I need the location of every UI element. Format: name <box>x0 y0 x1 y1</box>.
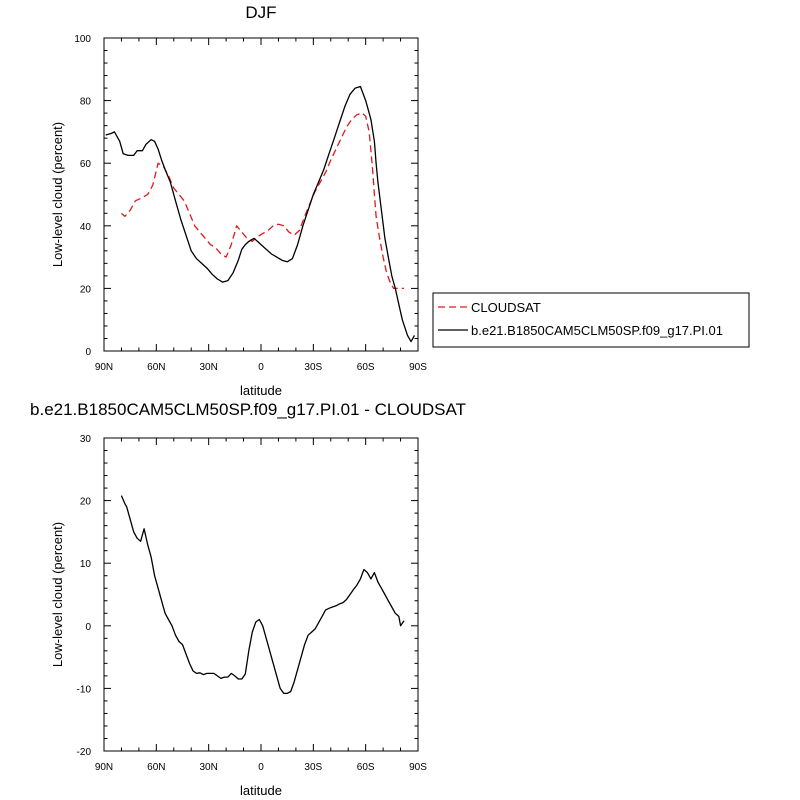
axes: 90N 60N 30N 0 30S 60S 90S 0 20 40 60 80 100 <box>74 34 427 373</box>
series-group <box>105 85 416 343</box>
y-tick-label: 20 <box>80 284 92 295</box>
y-tick-label: -20 <box>77 747 92 758</box>
series-line-cloudsat <box>120 112 404 290</box>
series-group <box>120 495 405 695</box>
x-tick-label: 30S <box>304 362 322 373</box>
y-axis-label: Low-level cloud (percent) <box>50 122 65 267</box>
x-axis-label: latitude <box>240 783 282 798</box>
legend-label-model: b.e21.B1850CAM5CLM50SP.f09_g17.PI.01 <box>471 323 723 338</box>
legend: CLOUDSAT b.e21.B1850CAM5CLM50SP.f09_g17.… <box>432 292 750 348</box>
plot-frame <box>103 37 419 352</box>
x-tick-label: 60N <box>147 762 165 773</box>
y-tick-label: 20 <box>80 497 92 508</box>
legend-box <box>432 292 750 348</box>
chart-title: b.e21.B1850CAM5CLM50SP.f09_g17.PI.01 - C… <box>30 400 466 419</box>
chart-panel-2: b.e21.B1850CAM5CLM50SP.f09_g17.PI.01 - C… <box>30 400 466 798</box>
axes: 90N 60N 30N 0 30S 60S 90S -20 -10 0 10 20 30 <box>77 434 428 773</box>
chart-panel-1: DJF 90N 60N 30N 0 30S 60S 90S 0 20 40 60 80 100 lati… <box>50 3 427 398</box>
y-tick-label: 100 <box>74 34 91 45</box>
y-tick-label: 0 <box>85 622 91 633</box>
y-tick-label: 40 <box>80 222 92 233</box>
x-tick-label: 60S <box>357 762 375 773</box>
y-tick-label: -10 <box>77 684 92 695</box>
x-tick-label: 60S <box>357 362 375 373</box>
x-tick-label: 30N <box>199 762 217 773</box>
y-tick-label: 60 <box>80 159 92 170</box>
x-tick-label: 90N <box>95 762 113 773</box>
x-tick-label: 90N <box>95 362 113 373</box>
x-tick-label: 90S <box>409 362 427 373</box>
y-tick-label: 10 <box>80 559 92 570</box>
x-tick-label: 30S <box>304 762 322 773</box>
x-tick-label: 90S <box>409 762 427 773</box>
series-line-model <box>105 85 416 343</box>
x-tick-label: 60N <box>147 362 165 373</box>
difference-line <box>120 495 405 695</box>
plot-frame <box>103 437 419 752</box>
legend-label-cloudsat: CLOUDSAT <box>471 300 541 315</box>
y-tick-label: 30 <box>80 434 92 445</box>
x-tick-label: 0 <box>258 362 264 373</box>
y-tick-label: 80 <box>80 97 92 108</box>
x-tick-label: 0 <box>258 762 264 773</box>
x-tick-label: 30N <box>199 362 217 373</box>
y-tick-label: 0 <box>85 347 91 358</box>
y-axis-label: Low-level cloud (percent) <box>50 522 65 667</box>
x-axis-label: latitude <box>240 383 282 398</box>
chart-title: DJF <box>245 3 276 22</box>
